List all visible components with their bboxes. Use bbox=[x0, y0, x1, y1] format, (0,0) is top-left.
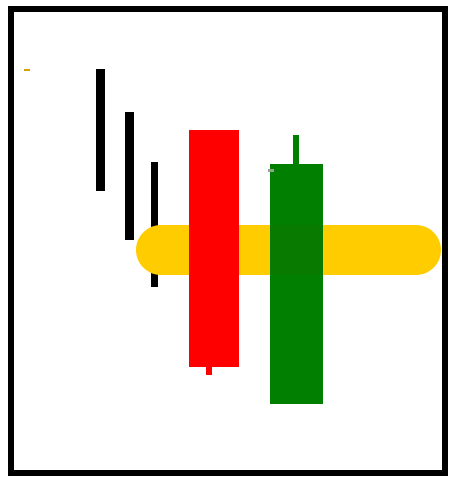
green-stem bbox=[293, 135, 299, 165]
tick-mark bbox=[24, 69, 30, 71]
red-stub bbox=[206, 366, 212, 375]
frame-border bbox=[8, 6, 448, 476]
overlap-region bbox=[270, 225, 323, 275]
vertical-bar-3 bbox=[151, 162, 158, 287]
vertical-bar-2 bbox=[125, 112, 134, 240]
vertical-bar-1 bbox=[96, 69, 105, 191]
green-dot bbox=[268, 169, 274, 172]
red-rectangle bbox=[189, 130, 239, 367]
green-rectangle bbox=[270, 164, 323, 404]
